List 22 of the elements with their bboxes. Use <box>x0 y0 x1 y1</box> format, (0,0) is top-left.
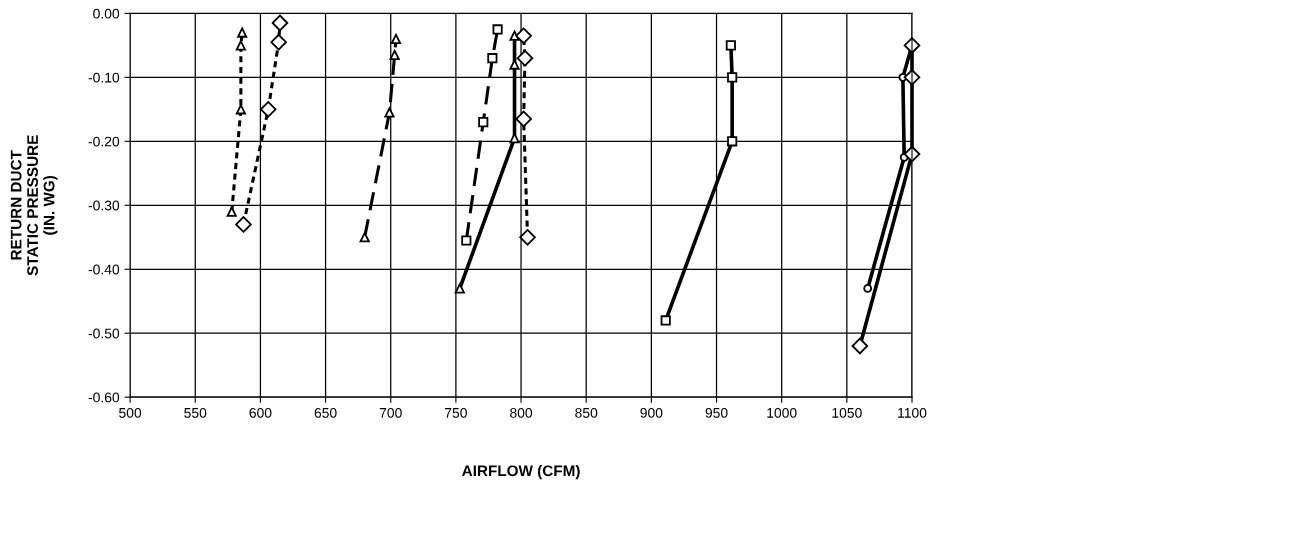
y-tick-label: -0.30 <box>88 200 120 211</box>
x-tick-label: 550 <box>184 407 207 418</box>
x-axis-title: AIRFLOW (CFM) <box>462 464 580 480</box>
x-tick-label: 700 <box>379 407 402 418</box>
x-tick-label: 500 <box>119 407 142 418</box>
x-tick-label: 600 <box>249 407 272 418</box>
y-tick-label: -0.10 <box>88 72 120 83</box>
y-tick-label: -0.50 <box>88 328 120 339</box>
x-tick-label: 900 <box>640 407 663 418</box>
x-tick-label: 950 <box>705 407 728 418</box>
x-tick-label: 750 <box>445 407 467 418</box>
x-tick-label: 1000 <box>767 407 797 418</box>
x-tick-label: 850 <box>575 407 598 418</box>
y-tick-label: -0.20 <box>88 136 120 147</box>
x-tick-label: 800 <box>510 407 533 418</box>
y-tick-label: -0.60 <box>88 392 120 403</box>
x-tick-label: 650 <box>314 407 337 418</box>
y-tick-label: -0.40 <box>88 264 120 275</box>
x-tick-label: 1050 <box>832 407 862 418</box>
y-axis-title: RETURN DUCT STATIC PRESSURE (IN. WG) <box>10 135 58 276</box>
x-tick-label: 1100 <box>898 407 927 418</box>
y-tick-label: 0.00 <box>93 8 120 19</box>
